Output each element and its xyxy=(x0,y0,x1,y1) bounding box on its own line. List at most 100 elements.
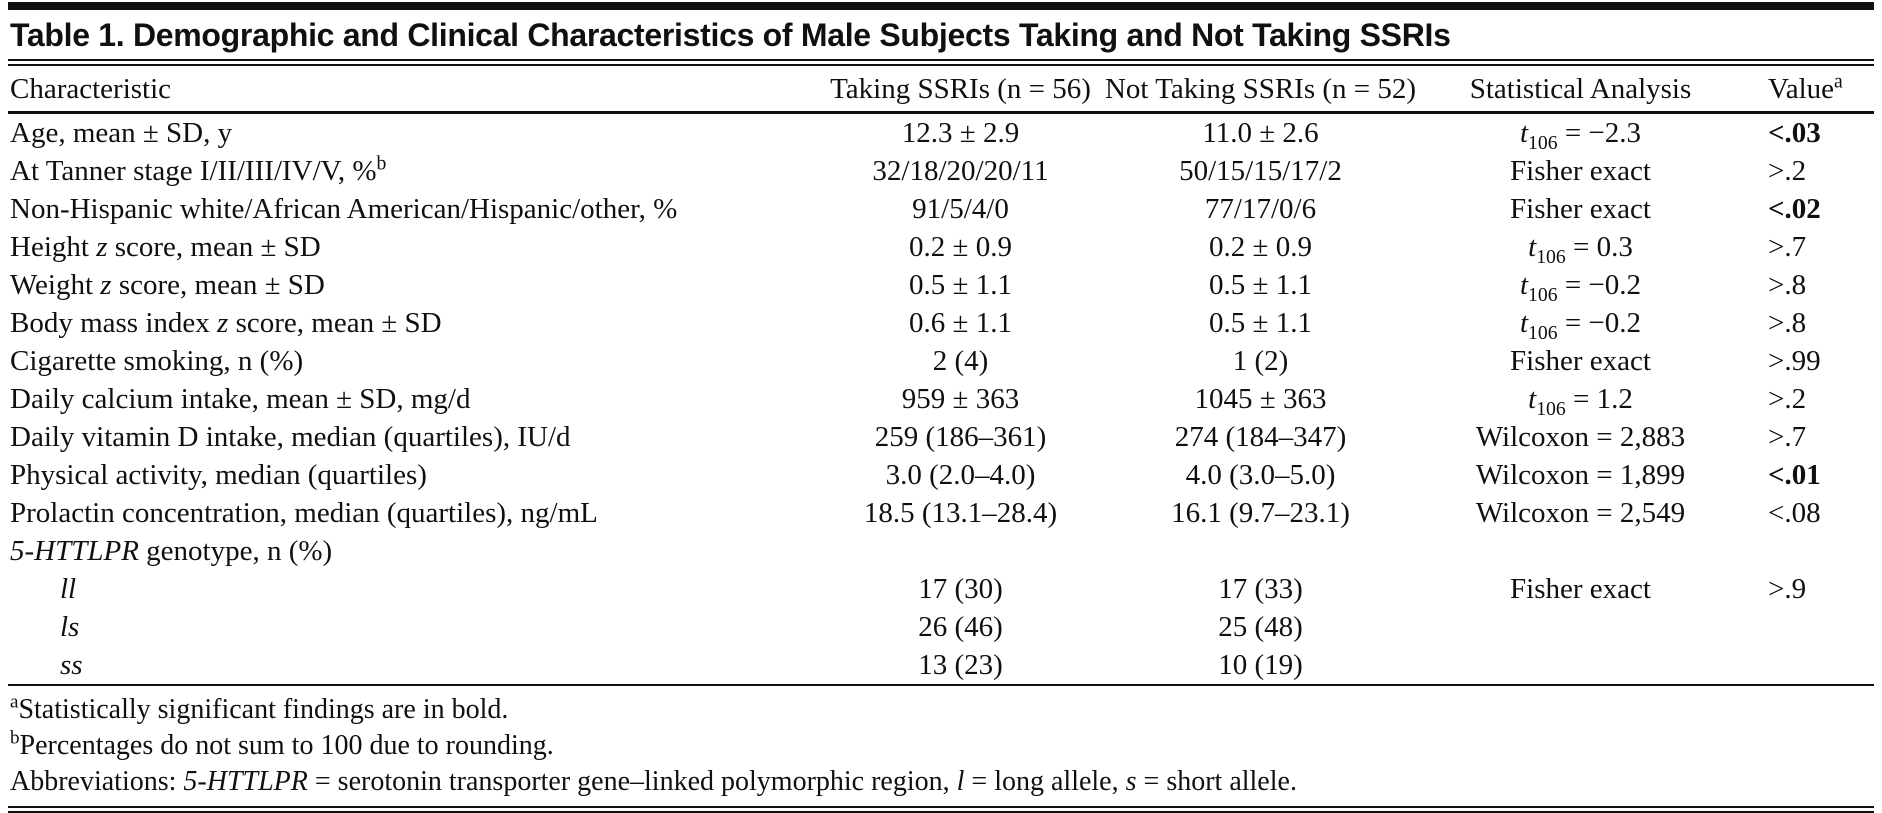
table-row: Prolactin concentration, median (quartil… xyxy=(8,494,1874,532)
cell-taking-ssris: 959 ± 363 xyxy=(901,383,1020,415)
cell-characteristic: ll xyxy=(60,573,77,605)
cell-not-taking-ssris: 1 (2) xyxy=(1232,345,1289,377)
cell-characteristic: ss xyxy=(60,649,83,681)
table-row: Daily calcium intake, mean ± SD, mg/d 959… xyxy=(8,380,1874,420)
cell-taking-ssris: 32/18/20/20/11 xyxy=(872,155,1049,187)
cell-not-taking-ssris: 50/15/15/17/2 xyxy=(1179,155,1342,187)
cell-statistical-analysis: Fisher exact xyxy=(1510,193,1651,225)
cell-not-taking-ssris: 0.5 ± 1.1 xyxy=(1209,269,1312,301)
cell-not-taking-ssris: 274 (184–347) xyxy=(1174,421,1347,453)
table-row: 5-HTTLPR genotype, n (%) xyxy=(8,532,1874,570)
table-row: ls 26 (46) 25 (48) xyxy=(8,608,1874,646)
cell-value: <.08 xyxy=(1768,497,1821,529)
table-row: Physical activity, median (quartiles) 3.0… xyxy=(8,456,1874,494)
cell-not-taking-ssris: 4.0 (3.0–5.0) xyxy=(1185,459,1336,491)
cell-statistical-analysis: t106 = −2.3 xyxy=(1519,117,1642,154)
table-row: Body mass index z score, mean ± SD 0.6 ± … xyxy=(8,304,1874,343)
cell-taking-ssris: 3.0 (2.0–4.0) xyxy=(885,459,1036,491)
column-header-not-taking-ssris: Not Taking SSRIs (n = 52) xyxy=(1103,66,1418,114)
title-divider-rule xyxy=(8,59,1874,66)
cell-statistical-analysis: Fisher exact xyxy=(1510,573,1651,605)
cell-taking-ssris: 91/5/4/0 xyxy=(912,193,1009,225)
cell-statistical-analysis xyxy=(1418,608,1743,646)
cell-taking-ssris: 17 (30) xyxy=(918,573,1003,605)
cell-statistical-analysis: Fisher exact xyxy=(1510,345,1651,377)
cell-taking-ssris: 259 (186–361) xyxy=(874,421,1047,453)
cell-value xyxy=(1743,532,1874,570)
cell-not-taking-ssris: 0.2 ± 0.9 xyxy=(1209,231,1312,263)
cell-value xyxy=(1743,646,1874,684)
cell-statistical-analysis: t106 = 0.3 xyxy=(1528,231,1633,268)
cell-statistical-analysis: Fisher exact xyxy=(1510,155,1651,187)
footnote-b: bPercentages do not sum to 100 due to ro… xyxy=(10,727,554,761)
cell-statistical-analysis: t106 = −0.2 xyxy=(1519,269,1642,306)
cell-statistical-analysis xyxy=(1418,532,1743,570)
column-header-value: Valuea xyxy=(1743,66,1874,114)
cell-not-taking-ssris: 77/17/0/6 xyxy=(1204,193,1317,225)
cell-characteristic: Body mass index z score, mean ± SD xyxy=(10,307,442,339)
cell-not-taking-ssris: 1045 ± 363 xyxy=(1194,383,1327,415)
cell-value: >.8 xyxy=(1768,307,1807,339)
table-bottom-rule xyxy=(8,806,1874,813)
cell-not-taking-ssris: 0.5 ± 1.1 xyxy=(1209,307,1312,339)
table-row: Age, mean ± SD, y 12.3 ± 2.9 11.0 ± 2.6 t10… xyxy=(8,113,1874,153)
cell-taking-ssris: 12.3 ± 2.9 xyxy=(901,117,1020,149)
table-top-rule xyxy=(8,2,1874,10)
table-row: ss 13 (23) 10 (19) xyxy=(8,646,1874,684)
footnote-a: aStatistically significant findings are … xyxy=(10,691,509,725)
cell-value: >.99 xyxy=(1768,345,1821,377)
cell-statistical-analysis xyxy=(1418,646,1743,684)
cell-value: <.03 xyxy=(1768,117,1821,149)
table-footnotes: aStatistically significant findings are … xyxy=(8,684,1874,806)
cell-value: >.7 xyxy=(1768,421,1807,453)
table-header: Characteristic Taking SSRIs (n = 56) Not… xyxy=(8,66,1874,114)
cell-characteristic: At Tanner stage I/II/III/IV/V, %b xyxy=(10,152,387,187)
cell-taking-ssris xyxy=(818,532,1103,570)
table-row: ll 17 (30) 17 (33) Fisher exact >.9 xyxy=(8,570,1874,608)
cell-characteristic: 5-HTTLPR genotype, n (%) xyxy=(10,535,333,567)
table-row: Non-Hispanic white/African American/Hisp… xyxy=(8,190,1874,228)
footnote-abbreviations: Abbreviations: 5-HTTLPR = serotonin tran… xyxy=(10,766,1297,797)
cell-value: >.7 xyxy=(1768,231,1807,263)
cell-taking-ssris: 18.5 (13.1–28.4) xyxy=(863,497,1058,529)
cell-not-taking-ssris: 17 (33) xyxy=(1218,573,1303,605)
cell-value: >.2 xyxy=(1768,383,1807,415)
cell-taking-ssris: 13 (23) xyxy=(918,649,1003,681)
cell-taking-ssris: 26 (46) xyxy=(918,611,1003,643)
cell-statistical-analysis: t106 = 1.2 xyxy=(1528,383,1633,420)
cell-value: >.2 xyxy=(1768,155,1807,187)
table-row: At Tanner stage I/II/III/IV/V, %b 32/18/2… xyxy=(8,152,1874,190)
cell-characteristic: Daily calcium intake, mean ± SD, mg/d xyxy=(10,383,471,415)
cell-taking-ssris: 2 (4) xyxy=(932,345,989,377)
column-header-characteristic: Characteristic xyxy=(8,66,818,114)
column-header-taking-ssris: Taking SSRIs (n = 56) xyxy=(818,66,1103,114)
cell-characteristic: Height z score, mean ± SD xyxy=(10,231,321,263)
cell-statistical-analysis: Wilcoxon = 2,549 xyxy=(1475,497,1686,529)
header-row: Characteristic Taking SSRIs (n = 56) Not… xyxy=(8,66,1874,114)
cell-taking-ssris: 0.2 ± 0.9 xyxy=(909,231,1012,263)
column-header-statistical-analysis: Statistical Analysis xyxy=(1418,66,1743,114)
table-title: Table 1. Demographic and Clinical Charac… xyxy=(10,17,1451,53)
cell-not-taking-ssris: 11.0 ± 2.6 xyxy=(1202,117,1319,149)
cell-characteristic: Daily vitamin D intake, median (quartile… xyxy=(10,421,571,453)
cell-characteristic: ls xyxy=(60,611,80,643)
demographics-table: Characteristic Taking SSRIs (n = 56) Not… xyxy=(8,66,1874,684)
cell-not-taking-ssris: 25 (48) xyxy=(1218,611,1303,643)
cell-value: <.02 xyxy=(1768,193,1821,225)
cell-value: >.8 xyxy=(1768,269,1807,301)
cell-characteristic: Physical activity, median (quartiles) xyxy=(10,459,427,491)
cell-taking-ssris: 0.6 ± 1.1 xyxy=(909,307,1012,339)
cell-value: >.9 xyxy=(1768,573,1807,605)
table-row: Cigarette smoking, n (%) 2 (4) 1 (2) Fisher… xyxy=(8,342,1874,380)
table-body: Age, mean ± SD, y 12.3 ± 2.9 11.0 ± 2.6 t10… xyxy=(8,113,1874,685)
cell-characteristic: Prolactin concentration, median (quartil… xyxy=(10,497,598,529)
cell-characteristic: Cigarette smoking, n (%) xyxy=(10,345,304,377)
cell-not-taking-ssris: 10 (19) xyxy=(1218,649,1303,681)
cell-statistical-analysis: Wilcoxon = 2,883 xyxy=(1475,421,1686,453)
cell-taking-ssris: 0.5 ± 1.1 xyxy=(909,269,1012,301)
table-row: Daily vitamin D intake, median (quartile… xyxy=(8,418,1874,456)
table-row: Height z score, mean ± SD 0.2 ± 0.9 0.2 ± … xyxy=(8,228,1874,268)
cell-value xyxy=(1743,608,1874,646)
cell-statistical-analysis: Wilcoxon = 1,899 xyxy=(1475,459,1686,491)
